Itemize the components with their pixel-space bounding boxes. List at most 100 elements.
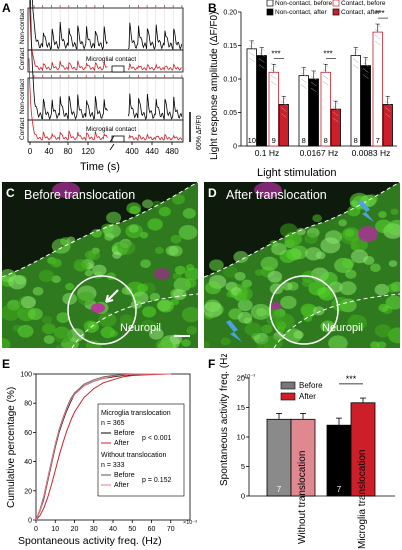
neuron-cell <box>149 292 161 302</box>
neuron-cell <box>121 286 133 295</box>
bar <box>330 108 341 147</box>
neuron-cell <box>77 291 95 306</box>
legend-swatch <box>332 0 340 7</box>
paired-line <box>362 74 369 79</box>
legend-p-2: p = 0.152 <box>142 477 171 484</box>
legend-label: Non-contact, after <box>275 9 327 16</box>
paired-line <box>280 107 287 112</box>
neuron-cell <box>220 337 231 346</box>
y-tick-label: 10 <box>237 433 245 442</box>
paired-line <box>248 51 255 57</box>
paired-line <box>374 40 381 46</box>
panel-b-xlabel: Light stimulation <box>257 167 337 179</box>
panel-d-neuropil: Neuropil <box>322 322 363 334</box>
neuron-cell <box>172 194 185 205</box>
neuron-cell <box>73 258 89 272</box>
neuron-cell <box>365 194 378 204</box>
paired-line <box>374 22 381 28</box>
x-tick-label: 50 <box>128 526 136 533</box>
neuron-cell <box>237 299 253 312</box>
neuron-cell <box>378 303 389 312</box>
x-tick-label: 120 <box>81 147 95 156</box>
neuron-cell <box>142 199 154 209</box>
neuron-cell <box>345 269 357 279</box>
neuron-cell <box>184 278 197 288</box>
neuron-cell <box>181 306 198 323</box>
category-label-2: Microglia translocation <box>357 450 368 550</box>
neuron-cell <box>155 338 173 348</box>
paired-line <box>310 75 317 81</box>
neuron-cell <box>241 279 253 288</box>
translocation-circle <box>67 275 137 345</box>
neuron-cell <box>41 323 56 335</box>
panel-e-label: E <box>2 357 11 371</box>
paired-line <box>248 39 255 45</box>
paired-line <box>352 64 359 69</box>
neuron-cell <box>223 266 238 278</box>
neuron-cell <box>254 269 264 276</box>
paired-line <box>322 69 329 74</box>
n-label: 8 <box>324 136 328 145</box>
lightning-icon-2 <box>226 320 242 342</box>
neuron-cell <box>350 313 359 321</box>
paired-line <box>300 66 307 71</box>
x-tick-label: 40 <box>45 147 54 156</box>
neuron-cell <box>293 330 304 339</box>
y-tick-label: 100 <box>20 372 32 379</box>
panel-e: E Cumulative percentage (%) 0 20 40 60 80 100… <box>0 354 205 550</box>
paired-line <box>310 81 317 87</box>
category-label: 0.0167 Hz <box>300 148 339 158</box>
panel-f-y-exponent: ×10⁻³ <box>241 374 255 380</box>
x-tick-label: 70 <box>167 526 175 533</box>
neuron-cell <box>20 296 36 309</box>
neuron-cell <box>17 324 34 338</box>
panel-f: F ×10⁻³ Spontaneous activity freq. (Hz) … <box>205 354 402 550</box>
neuron-cell <box>119 314 134 326</box>
neuron-cell <box>27 308 43 321</box>
neuron-cell <box>147 218 163 231</box>
paired-line <box>384 95 391 100</box>
panel-e-chart: Cumulative percentage (%) 0 20 40 60 80 100 0 1… <box>6 372 197 548</box>
paired-line <box>248 57 255 63</box>
axis-break <box>109 135 115 143</box>
neuron-cell <box>376 341 387 348</box>
paired-line <box>332 99 339 105</box>
neuron-cell <box>109 330 118 337</box>
paired-line <box>280 101 287 106</box>
paired-line <box>310 69 317 75</box>
calcium-trace <box>30 0 183 121</box>
paired-line <box>270 75 277 80</box>
neuron-cell <box>350 249 369 264</box>
x-tick-label: 400 <box>125 147 139 156</box>
neuron-cell <box>312 306 325 316</box>
paired-line <box>384 101 391 106</box>
neuron-cell <box>186 326 198 335</box>
y-tick-label: 0.10 <box>223 77 237 84</box>
x-tick-label: 10 <box>51 526 59 533</box>
neuron-cell <box>106 211 122 224</box>
paired-line <box>270 63 277 68</box>
neuron-cell <box>304 233 318 244</box>
neuron-cell <box>151 200 162 209</box>
neuron-cell <box>256 307 267 317</box>
calcium-trace <box>28 0 182 72</box>
neuron-cell <box>320 237 341 254</box>
neuron-cell <box>308 281 327 296</box>
legend-group-2: Without translocation <box>101 452 166 459</box>
legend-group-1: Microglia translocation <box>101 410 171 417</box>
neuron-cell <box>91 228 103 238</box>
neuron-cell <box>280 295 297 310</box>
legend-after: After <box>299 392 316 401</box>
panel-c-image: C Before translocation Neuropil <box>2 182 198 348</box>
paired-line <box>300 84 307 89</box>
y-tick-label: 0 <box>28 518 32 525</box>
category-label: 0.1 Hz <box>255 148 280 158</box>
neuron-cell <box>378 211 387 218</box>
paired-line <box>280 95 287 100</box>
bar <box>326 424 352 497</box>
neuron-cell <box>260 256 279 271</box>
trace-label-3: Non-contact <box>19 79 26 114</box>
neuron-cell <box>158 206 171 217</box>
neuron-cell <box>43 335 55 344</box>
y-tick-label: 80 <box>24 401 32 408</box>
